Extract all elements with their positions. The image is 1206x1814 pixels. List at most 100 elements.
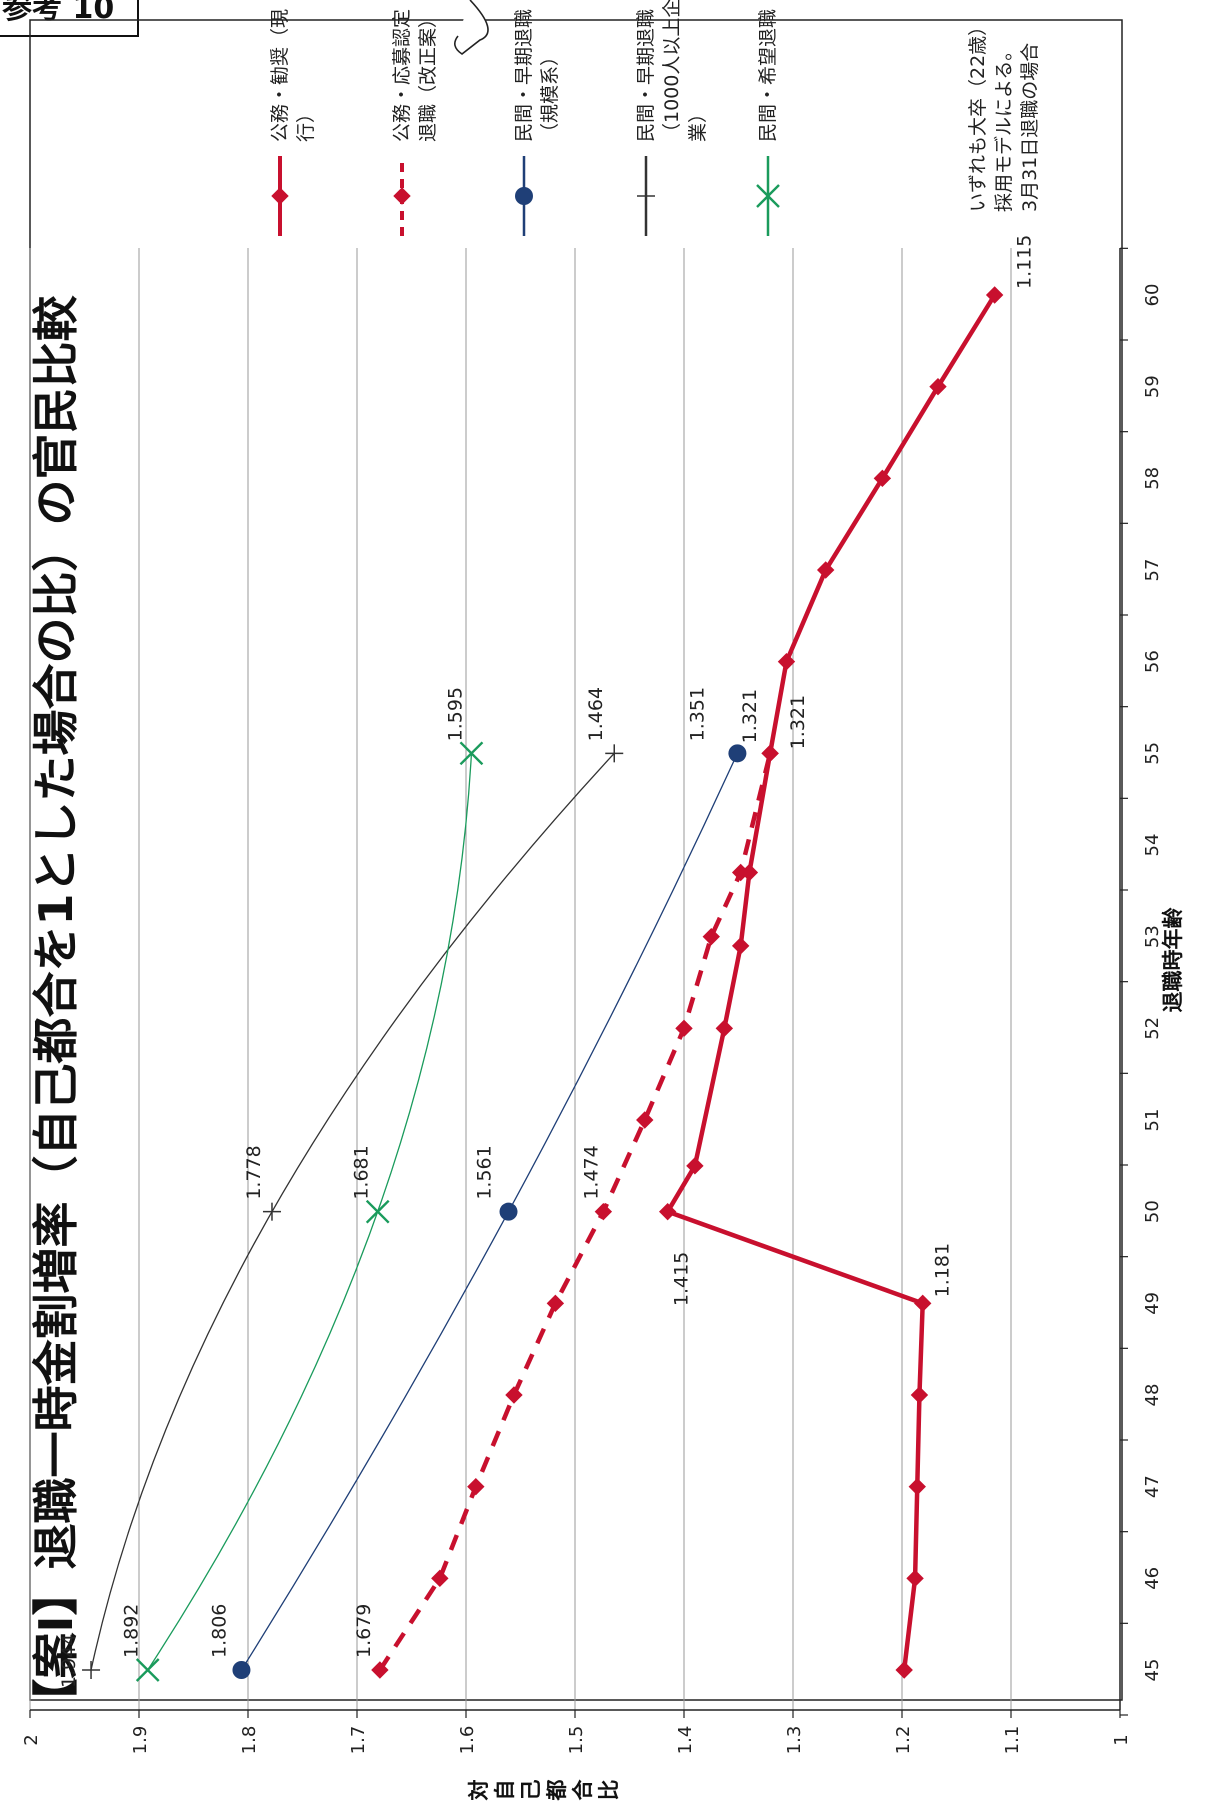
diamond-marker xyxy=(686,1157,704,1175)
series-point xyxy=(985,286,1004,304)
diamond-marker xyxy=(731,863,750,882)
series-point xyxy=(906,1569,924,1588)
x-tick-label: 55 xyxy=(1142,742,1163,765)
legend-swatch-marker xyxy=(756,184,780,208)
y-tick-label: 1.7 xyxy=(348,1726,369,1755)
data-label: 1.181 xyxy=(932,1243,954,1297)
y-axis-title-char: 合 xyxy=(571,1779,595,1801)
series-point xyxy=(262,1202,281,1221)
y-axis-title-char: 自 xyxy=(493,1780,517,1801)
legend-label: 民間・希望退職 xyxy=(757,9,779,142)
y-tick-label: 1.1 xyxy=(1002,1726,1023,1755)
y-tick-label: 1.9 xyxy=(130,1726,151,1755)
y-tick-label: 2 xyxy=(21,1734,42,1745)
series-point xyxy=(777,652,796,671)
diamond-marker xyxy=(546,1294,565,1313)
data-label: 1.806 xyxy=(208,1604,230,1658)
series-point xyxy=(686,1157,704,1175)
series-point xyxy=(908,1477,926,1496)
series-line-4 xyxy=(147,753,473,1671)
legend-swatch-marker xyxy=(271,187,289,205)
series-point xyxy=(731,937,750,955)
circle-marker xyxy=(232,1661,251,1679)
y-tick-label: 1.2 xyxy=(893,1726,914,1755)
series-point xyxy=(675,1019,693,1038)
series-4 xyxy=(147,753,473,1671)
y-axis-title-char: 都 xyxy=(545,1780,569,1802)
data-label: 1.778 xyxy=(243,1145,265,1199)
x-tick-label: 53 xyxy=(1142,925,1163,948)
series-point xyxy=(546,1294,565,1313)
legend-label: （1000人以上企 xyxy=(661,0,683,142)
legend-swatch-marker xyxy=(393,187,411,205)
series-0 xyxy=(665,293,997,1671)
x-axis-title: 退職時年齢 xyxy=(1161,907,1185,1013)
series-line-0 xyxy=(665,293,997,1671)
y-axis-title: 対自己都合比 xyxy=(467,1779,621,1802)
series-point xyxy=(499,1202,518,1221)
data-label: 1.351 xyxy=(686,687,708,741)
x-tick-label: 57 xyxy=(1142,559,1163,582)
x-tick-label: 60 xyxy=(1142,284,1163,307)
circle-marker xyxy=(728,744,747,763)
note-line: 3月31日退職の場合 xyxy=(1019,43,1041,212)
diamond-marker xyxy=(715,1019,734,1038)
diamond-marker xyxy=(906,1569,924,1588)
diamond-marker xyxy=(740,863,759,882)
chart-title: 【案Ⅰ】退職一時金割増率（自己都合を1とした場合の比）の官民比較 xyxy=(29,294,83,1724)
diamond-marker xyxy=(895,1661,913,1679)
diamond-marker xyxy=(816,561,835,579)
data-label: 1.561 xyxy=(474,1145,496,1199)
data-label: 1.321 xyxy=(787,695,809,749)
x-tick-label: 49 xyxy=(1142,1292,1163,1315)
data-label: 1.321 xyxy=(739,689,761,743)
y-tick-label: 1.4 xyxy=(675,1726,696,1755)
x-tick-label: 46 xyxy=(1142,1567,1163,1590)
circle-marker xyxy=(515,187,533,205)
y-tick-label: 1.6 xyxy=(457,1726,478,1755)
series-point xyxy=(914,1294,932,1313)
diamond-marker xyxy=(731,937,750,955)
corner-label: 参考 10 xyxy=(2,0,114,26)
series-point xyxy=(715,1019,734,1038)
series-point xyxy=(731,863,750,882)
legend-label: 民間・早期退職 xyxy=(635,9,657,142)
legend-label: （規模系） xyxy=(539,47,561,142)
diamond-marker xyxy=(908,1477,926,1496)
series-point xyxy=(728,744,747,763)
series-point xyxy=(467,1477,485,1496)
note-line: 採用モデルによる。 xyxy=(993,42,1015,212)
series-point xyxy=(740,863,759,882)
y-tick-label: 1.5 xyxy=(566,1726,587,1755)
series-point xyxy=(459,741,484,766)
x-tick-label: 47 xyxy=(1142,1475,1163,1498)
data-label: 1.115 xyxy=(1014,235,1036,289)
series-point xyxy=(873,469,892,488)
data-label: 1.681 xyxy=(351,1145,373,1199)
legend: 公務・勧奨（現 行） 公務・応募認定 退職（改正案） 民間・早期退職 （規模系） 民間・早期… xyxy=(269,0,1041,236)
x-tick-label: 59 xyxy=(1142,375,1163,398)
series-point xyxy=(371,1661,389,1679)
series-point xyxy=(594,1202,613,1221)
y-axis-title-char: 比 xyxy=(597,1780,621,1801)
corner-label-box xyxy=(0,0,139,37)
series-point xyxy=(702,927,720,946)
data-label: 1.474 xyxy=(580,1145,602,1199)
x-tick-label: 50 xyxy=(1142,1200,1163,1223)
y-axis-title-char: 対 xyxy=(467,1780,491,1801)
legend-label: 業） xyxy=(687,104,709,142)
legend-label: 民間・早期退職 xyxy=(513,9,535,142)
x-tick-label: 48 xyxy=(1142,1384,1163,1407)
diamond-marker xyxy=(393,187,411,205)
diamond-marker xyxy=(505,1386,523,1404)
callout-bubble xyxy=(454,0,489,55)
x-tick-label: 45 xyxy=(1142,1659,1163,1682)
legend-swatch-marker xyxy=(515,187,533,205)
series-point xyxy=(431,1569,449,1588)
series-point xyxy=(605,744,624,763)
data-label: 1.679 xyxy=(353,1604,375,1658)
series-point xyxy=(929,377,947,396)
y-axis-title-char: 己 xyxy=(519,1780,543,1801)
diamond-marker xyxy=(914,1294,932,1313)
diamond-marker xyxy=(929,377,947,396)
